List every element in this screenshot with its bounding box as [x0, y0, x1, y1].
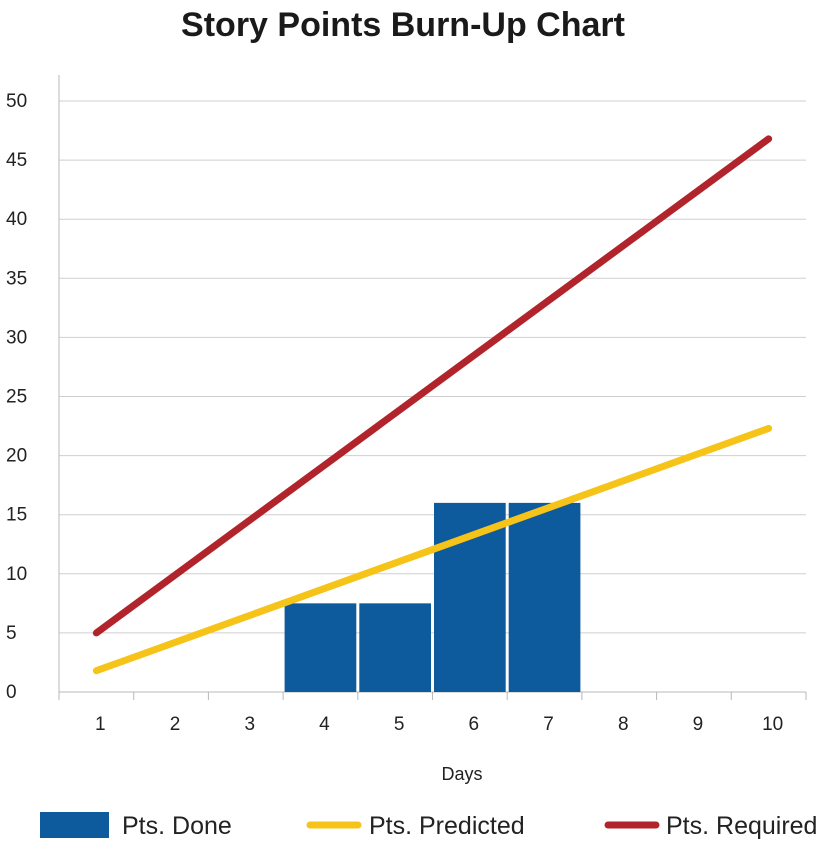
x-tick-label: 3 — [244, 714, 255, 735]
x-tick-label: 6 — [469, 714, 480, 735]
y-tick-label: 5 — [6, 623, 17, 644]
bar-pts-done — [284, 603, 357, 692]
bars-pts-done — [284, 502, 581, 692]
y-tick-label: 30 — [6, 327, 27, 348]
y-tick-label: 10 — [6, 564, 27, 585]
bar-pts-done — [359, 603, 431, 692]
x-tick-label: 9 — [693, 714, 704, 735]
x-tick-label: 8 — [618, 714, 629, 735]
legend-item: Pts. Done — [40, 812, 232, 840]
y-tick-label: 35 — [6, 268, 27, 289]
x-tick-label: 5 — [394, 714, 405, 735]
x-axis-label: Days — [441, 764, 482, 784]
trend-lines — [92, 135, 773, 675]
bar-pts-done — [434, 502, 506, 692]
legend: Pts. Done Pts. Predicted Pts. Required — [40, 812, 817, 840]
legend-label: Pts. Done — [122, 812, 232, 840]
legend-label: Pts. Required — [666, 812, 817, 840]
x-tick-label: 10 — [762, 714, 783, 735]
y-tick-label: 50 — [6, 91, 27, 112]
legend-item: Pts. Required — [604, 812, 817, 840]
x-axis-ticks: 1 2 3 4 5 6 7 8 9 10 — [95, 714, 783, 735]
line-pts-required — [92, 135, 773, 637]
y-tick-label: 15 — [6, 505, 27, 526]
legend-swatch — [40, 812, 109, 838]
y-axis-ticks: 0 5 10 15 20 25 30 35 40 45 50 — [6, 91, 27, 703]
y-tick-label: 40 — [6, 209, 27, 230]
y-tick-label: 20 — [6, 446, 27, 467]
gridlines — [58, 75, 807, 700]
x-tick-label: 4 — [319, 714, 330, 735]
x-tick-label: 2 — [170, 714, 181, 735]
x-tick-label: 7 — [543, 714, 554, 735]
y-tick-label: 45 — [6, 150, 27, 171]
x-tick-label: 1 — [95, 714, 106, 735]
y-tick-label: 0 — [6, 682, 17, 703]
line-pts-predicted — [92, 424, 773, 675]
legend-item: Pts. Predicted — [306, 812, 525, 840]
y-tick-label: 25 — [6, 387, 27, 408]
legend-label: Pts. Predicted — [369, 812, 525, 840]
bar-pts-done — [508, 502, 581, 692]
chart-title: Story Points Burn-Up Chart — [181, 6, 625, 44]
